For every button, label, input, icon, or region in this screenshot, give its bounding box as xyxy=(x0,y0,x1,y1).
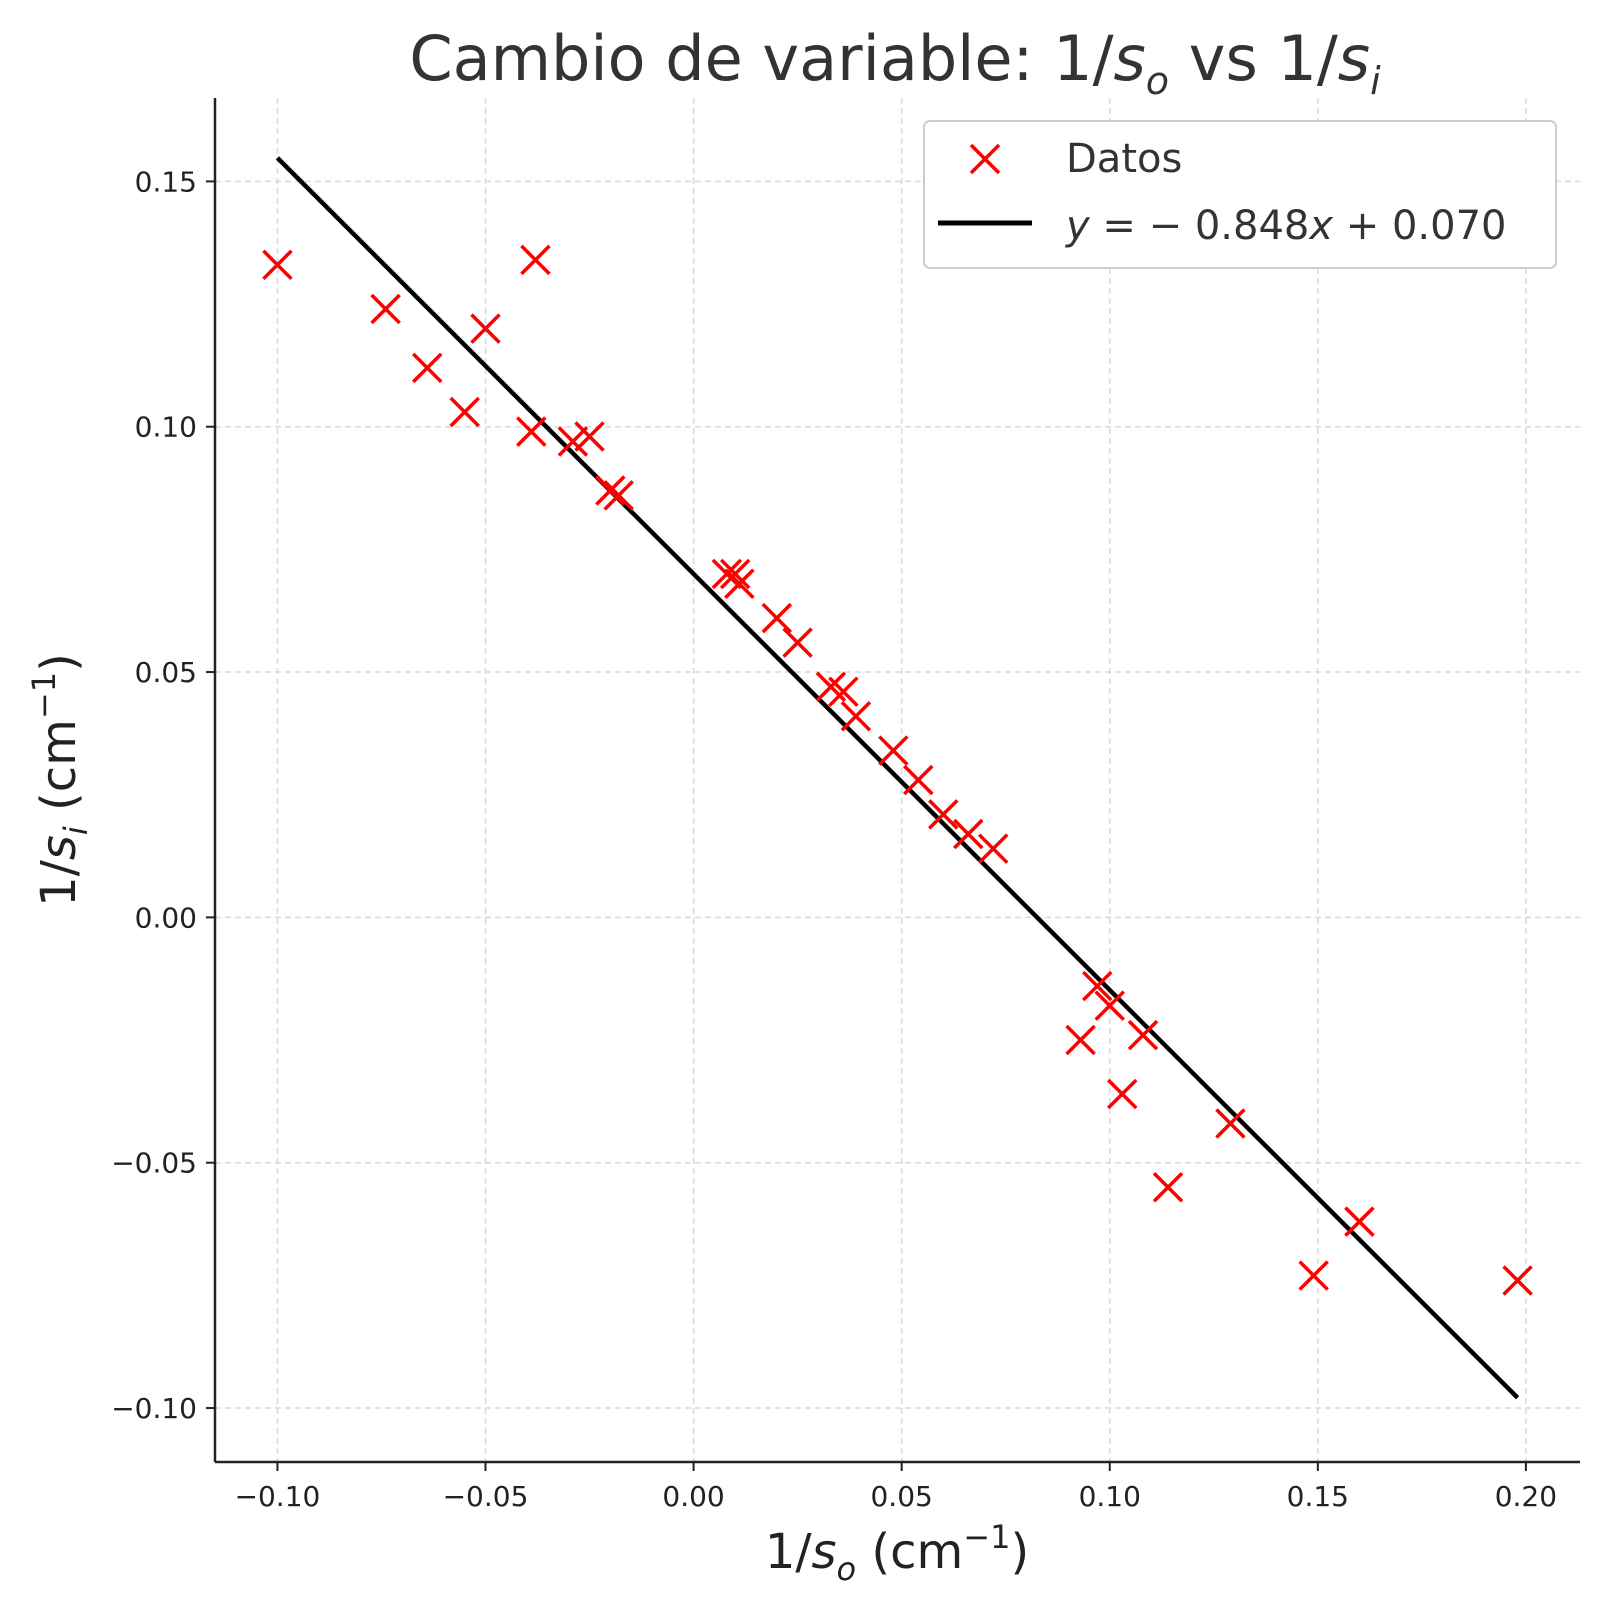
y-tick-label: −0.05 xyxy=(111,1147,197,1180)
x-tick-label: 0.15 xyxy=(1287,1480,1349,1513)
legend-label-fit: y = − 0.848x + 0.070 xyxy=(1065,203,1507,249)
data-point-marker xyxy=(724,568,755,599)
y-tick-label: 0.10 xyxy=(135,411,197,444)
data-point-marker xyxy=(1127,1019,1159,1051)
data-point-marker xyxy=(1106,1078,1138,1110)
data-markers xyxy=(262,244,1533,1296)
x-tick-label: −0.10 xyxy=(235,1480,321,1513)
fit-line-layer xyxy=(275,156,1520,1400)
data-point-marker xyxy=(1094,990,1125,1021)
data-point-marker xyxy=(516,416,547,447)
legend-label-datos: Datos xyxy=(1066,136,1182,182)
y-tick-label: −0.10 xyxy=(111,1392,197,1425)
x-axis-label: 1/so (cm−1) xyxy=(765,1518,1029,1588)
data-point-marker xyxy=(470,313,501,344)
data-point-marker xyxy=(1344,1206,1375,1237)
data-point-marker xyxy=(928,799,959,830)
y-tick-label: 0.05 xyxy=(135,656,197,689)
x-tick-label: 0.05 xyxy=(870,1480,932,1513)
data-point-marker xyxy=(1082,970,1113,1002)
legend-marker-datos xyxy=(969,143,1001,175)
data-point-marker xyxy=(412,352,443,384)
chart-title: Cambio de variable: 1/so vs 1/si xyxy=(409,22,1381,103)
data-point-marker xyxy=(828,676,859,707)
data-point-marker xyxy=(557,426,589,457)
x-tick-label: 0.20 xyxy=(1495,1480,1557,1513)
fit-line xyxy=(275,156,1520,1400)
y-ticks: −0.10 −0.05 0.00 0.05 0.10 0.15 xyxy=(111,165,215,1425)
y-tick-label: 0.00 xyxy=(135,901,197,934)
data-point-marker xyxy=(370,293,401,325)
x-tick-label: 0.10 xyxy=(1079,1480,1141,1513)
y-tick-label: 0.15 xyxy=(135,165,197,198)
data-point-marker xyxy=(977,833,1009,864)
data-point-marker xyxy=(449,396,480,428)
data-point-marker xyxy=(1215,1108,1246,1139)
data-point-marker xyxy=(782,627,813,658)
x-tick-label: −0.05 xyxy=(443,1480,529,1513)
data-point-marker xyxy=(1152,1171,1184,1203)
data-point-marker xyxy=(1298,1260,1329,1291)
data-point-marker xyxy=(840,700,872,732)
data-point-marker xyxy=(603,480,634,511)
data-point-marker xyxy=(878,735,909,766)
x-ticks: −0.10 −0.05 0.00 0.05 0.10 0.15 0.20 xyxy=(235,1462,1557,1513)
data-point-marker xyxy=(1502,1265,1533,1296)
data-point-marker xyxy=(520,244,551,276)
data-point-marker xyxy=(719,558,751,590)
data-point-marker xyxy=(761,602,793,634)
data-point-marker xyxy=(711,558,743,590)
legend-box xyxy=(923,120,1557,269)
data-point-marker xyxy=(574,421,605,452)
x-tick-label: 0.00 xyxy=(662,1480,724,1513)
legend: Datos y = − 0.848x + 0.070 xyxy=(923,120,1557,269)
y-axis-label: 1/si (cm−1) xyxy=(25,653,95,907)
data-point-marker xyxy=(1065,1024,1096,1056)
data-point-marker xyxy=(595,475,626,506)
data-point-marker xyxy=(903,764,934,796)
data-point-marker xyxy=(953,818,984,850)
data-point-marker xyxy=(262,249,293,281)
